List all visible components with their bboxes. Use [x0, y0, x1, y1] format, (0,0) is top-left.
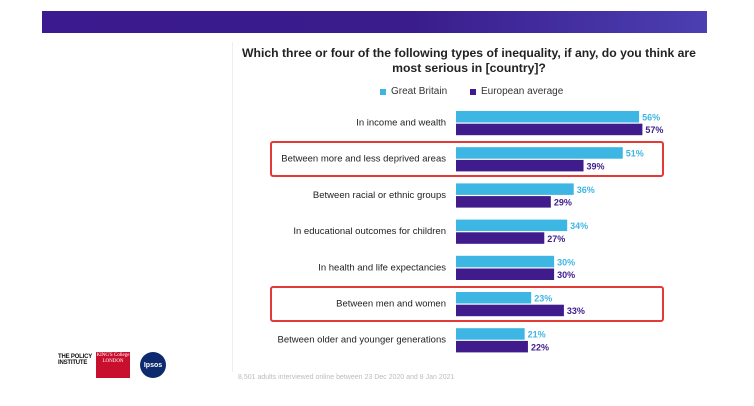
bar-european-average-in-educational-outcomes-for-children: [456, 232, 545, 244]
bar-european-average-between-men-and-women: [456, 304, 564, 317]
bar-great-britain-between-men-and-women: [456, 292, 532, 304]
category-label-in-income-and-wealth: In income and wealth: [356, 118, 446, 129]
data-label-european-average-in-educational-outcomes-for-children: 27%: [547, 234, 565, 244]
data-label-european-average-between-men-and-women: 33%: [567, 306, 585, 316]
data-label-european-average-between-older-and-younger-generations: 22%: [531, 342, 549, 352]
policy-institute-logo: THE POLICY INSTITUTE: [58, 354, 92, 367]
category-label-between-older-and-younger-generations: Between older and younger generations: [278, 335, 447, 346]
legend-label-european-average: European average: [481, 86, 564, 97]
bar-european-average-between-more-and-less-deprived-areas: [456, 159, 584, 172]
bar-european-average-between-racial-or-ethnic-groups: [456, 196, 551, 208]
data-label-great-britain-in-income-and-wealth: 56%: [642, 113, 660, 123]
category-label-in-health-and-life-expectancies: In health and life expectancies: [318, 262, 446, 273]
legend-swatch-great-britain: [380, 88, 386, 95]
bar-great-britain-between-racial-or-ethnic-groups: [456, 183, 574, 195]
highlight-box-between-men-and-women: [270, 286, 664, 322]
bar-great-britain-in-educational-outcomes-for-children: [456, 219, 568, 232]
data-label-european-average-in-health-and-life-expectancies: 30%: [557, 270, 575, 280]
header-banner: [42, 11, 707, 33]
bar-great-britain-in-health-and-life-expectancies: [456, 255, 555, 268]
ipsos-logo: Ipsos: [140, 352, 166, 378]
category-label-between-racial-or-ethnic-groups: Between racial or ethnic groups: [313, 190, 446, 201]
data-label-european-average-between-more-and-less-deprived-areas: 39%: [587, 161, 605, 171]
data-label-great-britain-in-educational-outcomes-for-children: 34%: [570, 221, 588, 231]
data-label-european-average-in-income-and-wealth: 57%: [645, 125, 663, 135]
data-label-great-britain-between-older-and-younger-generations: 21%: [528, 330, 546, 340]
data-label-great-britain-between-racial-or-ethnic-groups: 36%: [577, 185, 595, 195]
divider-line: [232, 42, 233, 372]
category-label-between-men-and-women: Between men and women: [336, 299, 446, 310]
bar-great-britain-between-more-and-less-deprived-areas: [456, 147, 623, 159]
bar-european-average-in-health-and-life-expectancies: [456, 268, 555, 280]
bar-european-average-between-older-and-younger-generations: [456, 340, 528, 353]
highlight-box-between-more-and-less-deprived-areas: [270, 141, 664, 178]
legend-label-great-britain: Great Britain: [391, 86, 448, 97]
bar-european-average-in-income-and-wealth: [456, 123, 643, 136]
bar-great-britain-between-older-and-younger-generations: [456, 328, 525, 340]
footnote: 8,501 adults interviewed online between …: [238, 374, 455, 381]
legend: Great Britain European average: [0, 86, 754, 98]
data-label-great-britain-in-health-and-life-expectancies: 30%: [557, 257, 575, 267]
category-label-between-more-and-less-deprived-areas: Between more and less deprived areas: [281, 154, 446, 165]
legend-item-european-average: European average: [470, 86, 563, 97]
data-label-great-britain-between-more-and-less-deprived-areas: 51%: [626, 149, 644, 159]
legend-item-great-britain: Great Britain: [380, 86, 447, 97]
category-label-in-educational-outcomes-for-children: In educational outcomes for children: [293, 226, 446, 237]
data-label-european-average-between-racial-or-ethnic-groups: 29%: [554, 198, 572, 208]
kings-college-logo: KING'S College LONDON: [96, 352, 130, 378]
legend-swatch-european-average: [470, 88, 476, 95]
bar-great-britain-in-income-and-wealth: [456, 111, 640, 123]
data-label-great-britain-between-men-and-women: 23%: [534, 294, 552, 304]
chart-title: Which three or four of the following typ…: [242, 46, 696, 75]
